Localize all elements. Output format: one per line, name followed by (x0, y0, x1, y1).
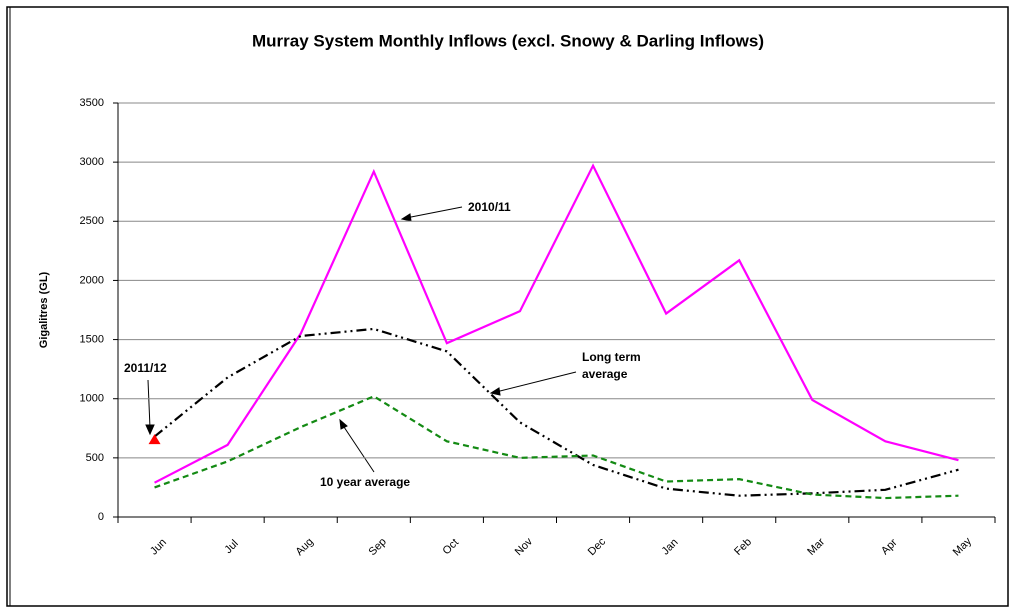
annotation: 2010/11 (468, 200, 511, 214)
y-tick-label: 2000 (80, 274, 104, 286)
chart-title: Murray System Monthly Inflows (excl. Sno… (252, 31, 764, 50)
y-tick-label: 0 (98, 511, 104, 523)
series-line (154, 163, 959, 484)
y-tick-label: 2500 (80, 215, 104, 227)
y-tick-label: 1000 (80, 393, 104, 405)
y-tick-label: 1500 (80, 333, 104, 345)
series-line (154, 395, 959, 500)
annotation: Long term (582, 350, 641, 364)
series-marker (148, 434, 161, 445)
annotation: 2011/12 (124, 361, 167, 375)
y-tick-label: 3000 (80, 156, 104, 168)
y-tick-label: 3500 (80, 97, 104, 109)
y-tick-label: 500 (86, 452, 104, 464)
frame (6, 6, 1009, 607)
y-axis-label: Gigalitres (GL) (38, 271, 50, 348)
annotation-arrows (145, 206, 577, 473)
annotation: average (582, 367, 628, 381)
annotation: 10 year average (320, 475, 410, 489)
series-line (153, 327, 959, 497)
